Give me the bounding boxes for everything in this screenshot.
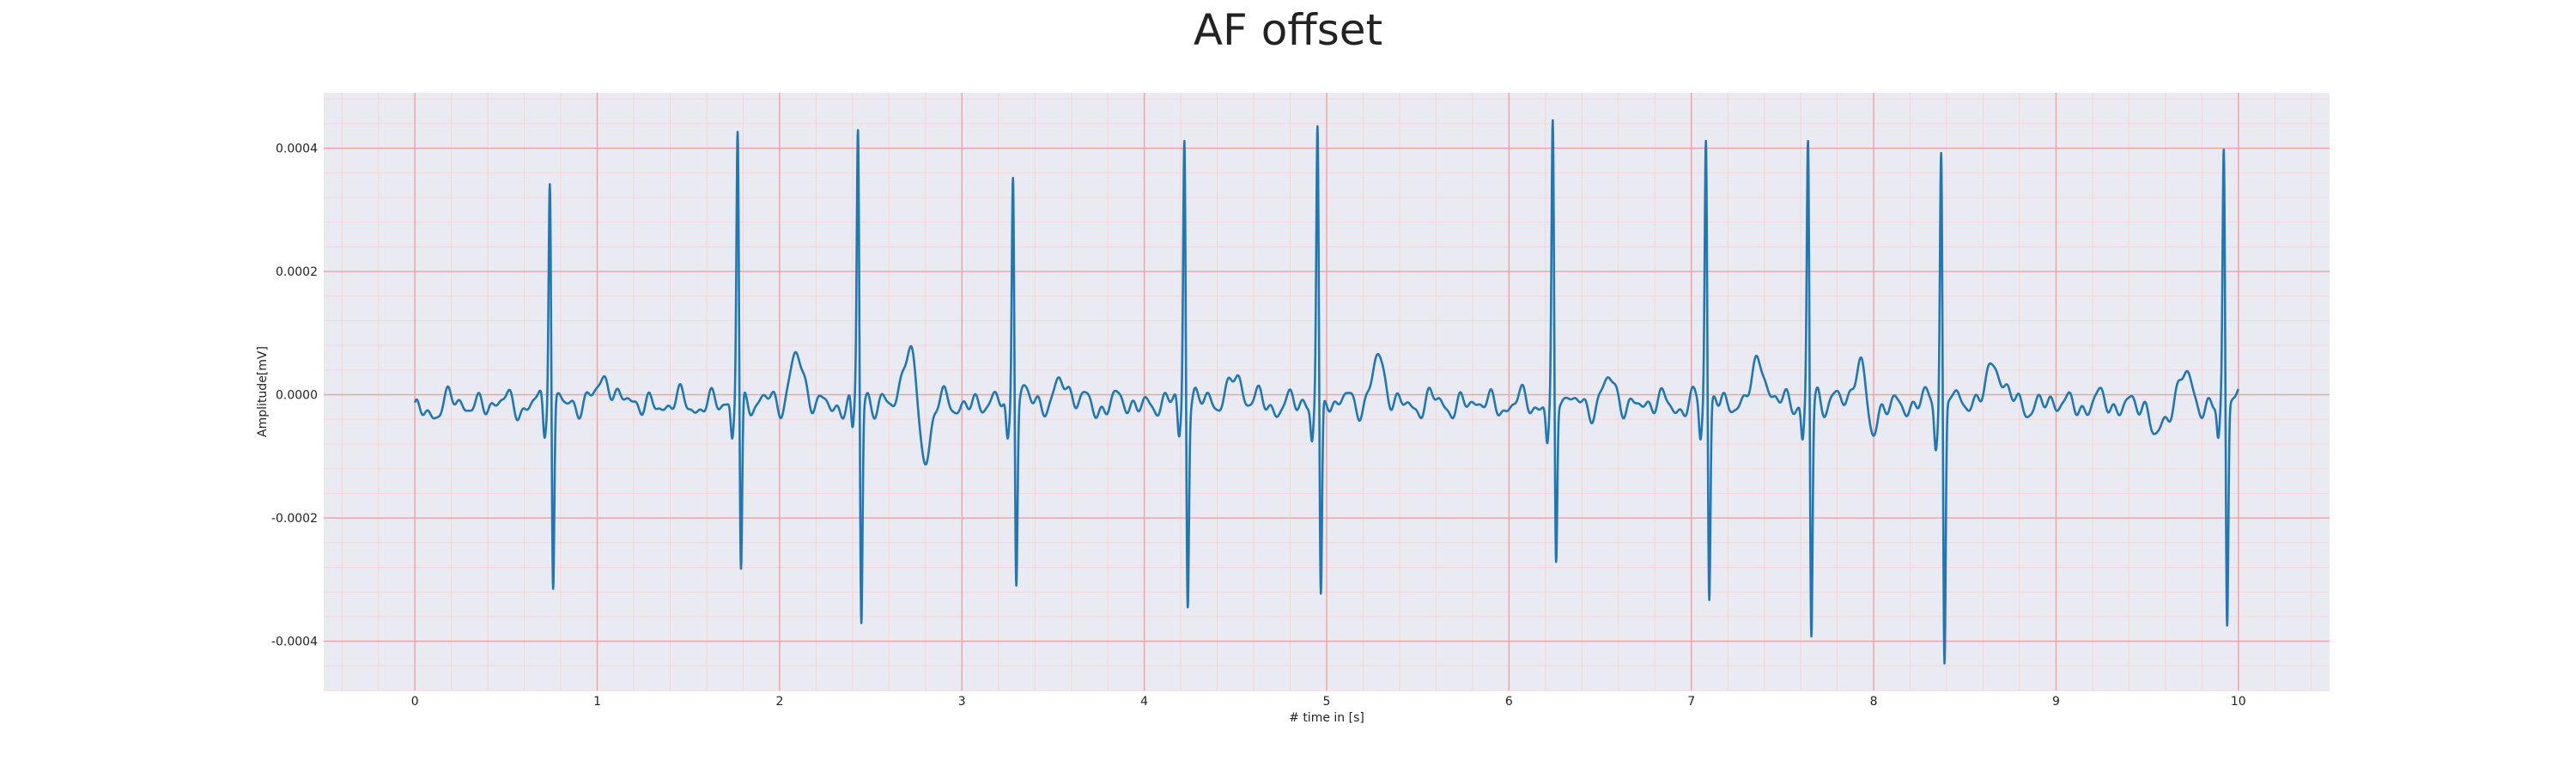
y-tick-label: 0.0002 [276, 265, 318, 279]
chart-title: AF offset [1194, 5, 1382, 55]
x-tick-label: 7 [1687, 695, 1695, 709]
x-axis-label: # time in [s] [1289, 711, 1364, 725]
x-tick-label: 9 [2052, 695, 2060, 709]
x-tick-label: 0 [411, 695, 419, 709]
x-tick-label: 5 [1323, 695, 1331, 709]
y-tick-label: 0.0000 [276, 389, 318, 403]
x-tick-label: 4 [1140, 695, 1148, 709]
y-tick-label: 0.0004 [276, 143, 318, 156]
x-tick-label: 10 [2231, 695, 2246, 709]
y-tick-label: -0.0002 [271, 512, 318, 526]
x-tick-label: 8 [1870, 695, 1878, 709]
x-tick-label: 1 [593, 695, 601, 709]
y-axis-ticks: 0.0004 0.0002 0.0000 -0.0002 -0.0004 [271, 143, 318, 649]
series-line-ecg [413, 119, 2240, 665]
x-tick-label: 2 [775, 695, 783, 709]
x-tick-label: 3 [958, 695, 966, 709]
y-axis-label: Amplitude[mV] [256, 346, 270, 437]
x-tick-label: 6 [1505, 695, 1513, 709]
y-tick-label: -0.0004 [271, 636, 318, 649]
x-axis-ticks: 0 1 2 3 4 5 6 7 8 9 10 [411, 695, 2246, 709]
